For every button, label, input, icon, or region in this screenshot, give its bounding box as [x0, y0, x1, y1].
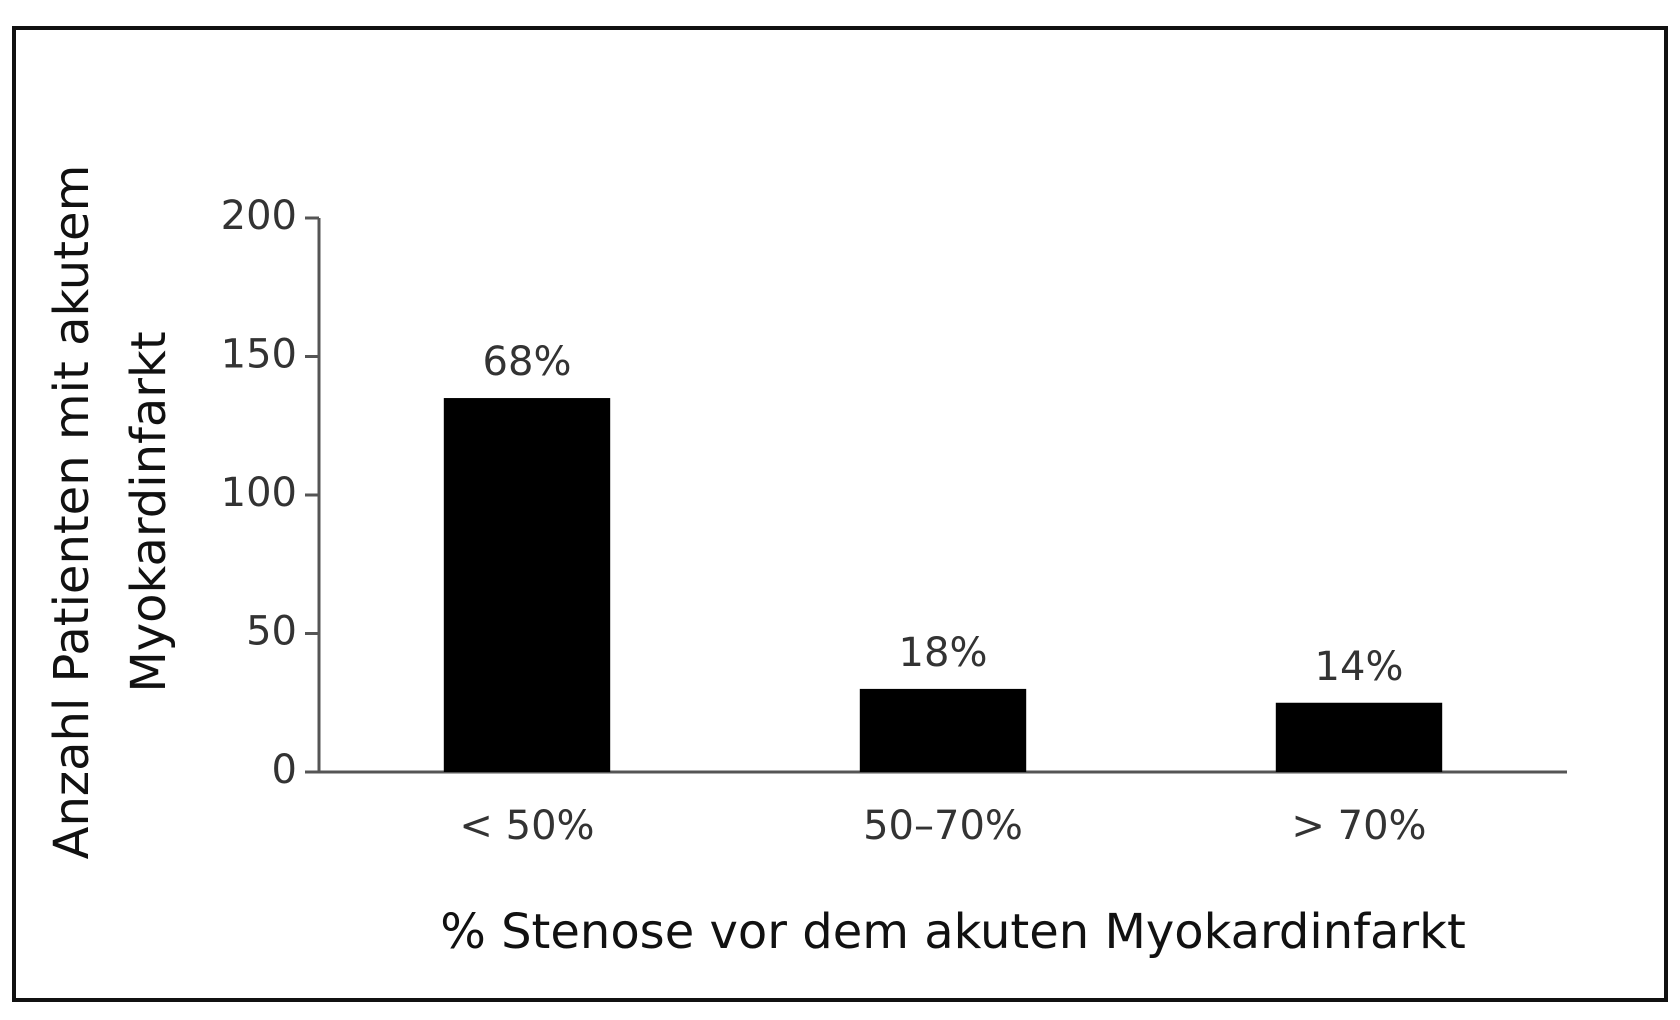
bar-annotation: 14%: [1315, 644, 1404, 690]
bar-annotation: 18%: [899, 630, 988, 676]
y-tick-label: 150: [221, 332, 297, 378]
y-axis-title: Myokardinfarkt: [121, 331, 177, 692]
x-tick-label: < 50%: [459, 803, 594, 849]
y-axis-title: Anzahl Patienten mit akutem: [44, 165, 100, 860]
bar: [1275, 702, 1443, 772]
x-axis-title: % Stenose vor dem akuten Myokardinfarkt: [440, 904, 1466, 960]
y-tick-label: 100: [221, 470, 297, 516]
x-tick-label: > 70%: [1291, 803, 1426, 849]
frame: [12, 26, 1668, 1002]
y-tick-label: 200: [221, 193, 297, 239]
y-tick-label: 0: [272, 747, 297, 793]
y-tick-label: 50: [246, 609, 297, 655]
bar-annotation: 68%: [483, 339, 572, 385]
bar: [859, 688, 1027, 772]
x-tick-label: 50–70%: [863, 803, 1023, 849]
bar: [443, 398, 611, 772]
